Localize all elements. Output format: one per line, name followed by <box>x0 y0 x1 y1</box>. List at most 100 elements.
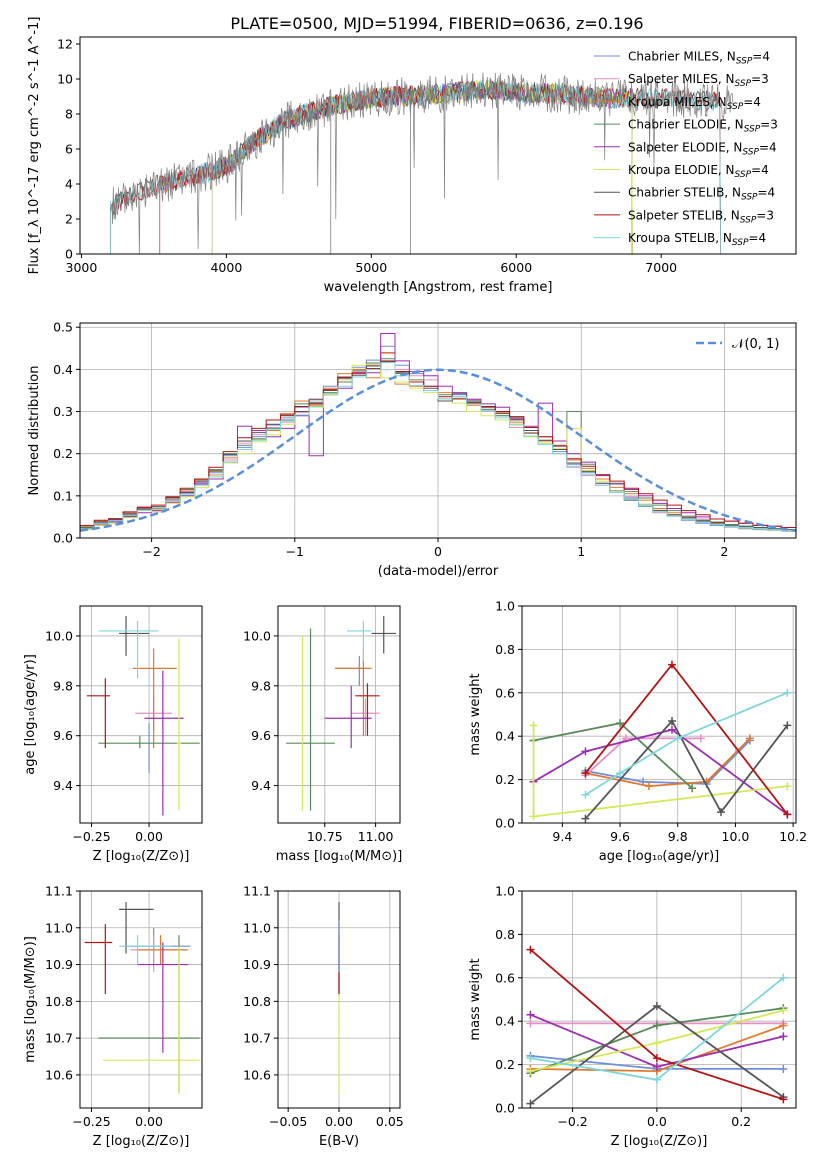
legend-label-n: =4 <box>751 163 769 177</box>
legend-label-n: =4 <box>743 95 761 109</box>
legend-label-n: =3 <box>751 72 769 86</box>
x-axis-label: Z [log₁₀(Z/Z⊙)] <box>93 1134 190 1149</box>
data-marker <box>783 782 792 791</box>
data-marker <box>526 1067 535 1076</box>
legend-label-sub: SSP <box>735 79 752 89</box>
x-tick-label: −0.25 <box>72 829 110 844</box>
data-marker <box>783 721 792 730</box>
y-tick-label: 0 <box>65 247 73 262</box>
legend-label: Chabrier MILES, NSSP=4 <box>628 50 770 67</box>
mass-weight-line-kroupa-stelib <box>585 691 788 796</box>
figure-title: PLATE=0500, MJD=51994, FIBERID=0636, z=0… <box>230 14 643 33</box>
x-tick-label: 9.8 <box>668 829 688 844</box>
data-marker <box>779 1021 788 1030</box>
mass-weight-line-chabrier-stelib <box>584 719 789 820</box>
data-marker <box>581 790 590 799</box>
data-marker <box>652 1075 661 1084</box>
mass-weight-line-kroupa-miles <box>585 737 751 788</box>
x-tick-label: 10.75 <box>307 829 343 844</box>
y-tick-label: 10.7 <box>45 1031 73 1046</box>
y-tick-label: 10.0 <box>45 628 73 643</box>
data-marker <box>581 769 590 778</box>
y-tick-label: 10.7 <box>243 1031 271 1046</box>
data-marker <box>526 1054 535 1063</box>
y-tick-label: 11.0 <box>243 920 271 935</box>
x-tick-label: 0.00 <box>135 1114 163 1129</box>
legend-label-n: =3 <box>760 118 778 132</box>
x-tick-label: 5000 <box>355 260 387 275</box>
y-axis-label: Normed distribution <box>27 366 42 496</box>
x-tick-label: 0.0 <box>647 1114 667 1129</box>
axes-frame <box>79 36 797 255</box>
legend-label: Chabrier ELODIE, NSSP=3 <box>628 118 778 135</box>
x-axis-label: (data-model)/error <box>378 564 499 579</box>
legend-label-text: Kroupa STELIB, N <box>628 231 732 245</box>
data-marker <box>652 1062 661 1071</box>
legend-label-sub: SSP <box>732 238 749 248</box>
y-tick-label: 0.8 <box>495 927 515 942</box>
data-marker <box>652 1054 661 1063</box>
legend-label: Kroupa MILES, NSSP=4 <box>628 95 761 112</box>
y-tick-label: 9.4 <box>53 778 73 793</box>
axes-frame <box>277 605 401 824</box>
mass-vs-metallicity-panel: −0.25 0.00 10.6 10.7 10.8 10.9 11.0 11.1 Z [log₁… <box>23 884 203 1149</box>
y-tick-label: 10.8 <box>45 994 73 1009</box>
legend-label: Kroupa STELIB, NSSP=4 <box>628 231 766 248</box>
data-marker <box>783 688 792 697</box>
y-axis-label: age [log₁₀(age/yr)] <box>23 654 38 775</box>
legend-label-text: Salpeter MILES, N <box>628 72 735 86</box>
legend-label: Salpeter ELODIE, NSSP=4 <box>628 140 777 157</box>
axes-frame <box>79 605 203 824</box>
data-marker <box>745 734 754 743</box>
y-tick-label: 0.8 <box>495 642 515 657</box>
y-axis-label: mass [log₁₀(M/M⊙)] <box>23 936 38 1063</box>
data-marker <box>526 945 535 954</box>
legend-label-sub: SSP <box>736 57 753 67</box>
y-tick-label: 11.0 <box>45 920 73 935</box>
legend-label-sub: SSP <box>742 147 759 157</box>
y-tick-label: 2 <box>65 212 73 227</box>
data-marker <box>526 1099 535 1108</box>
histogram-kroupa-stelib <box>80 362 796 531</box>
mass-weight-line-salpeter-elodie <box>533 728 788 816</box>
data-marker <box>779 1064 788 1073</box>
age-vs-metallicity-panel: −0.25 0.00 9.4 9.6 9.8 10.0 Z [log₁₀(Z/Z⊙)] age… <box>23 605 203 864</box>
data-marker <box>652 1021 661 1030</box>
y-tick-label: 10.6 <box>243 1067 271 1082</box>
y-tick-label: 10.9 <box>243 957 271 972</box>
legend-label-sub: SSP <box>740 215 757 225</box>
y-tick-label: 0.6 <box>495 685 515 700</box>
legend-label-text: Chabrier ELODIE, N <box>628 118 744 132</box>
x-tick-label: 10.2 <box>779 829 807 844</box>
data-marker <box>667 660 676 669</box>
y-tick-label: 0.0 <box>495 1101 515 1116</box>
data-marker <box>652 1002 661 1011</box>
legend-label: Chabrier STELIB, NSSP=4 <box>628 186 775 203</box>
x-axis-label: Z [log₁₀(Z/Z⊙)] <box>611 1134 708 1149</box>
x-axis-label: Z [log₁₀(Z/Z⊙)] <box>93 849 190 864</box>
gaussian-curve <box>80 368 796 532</box>
data-marker <box>667 717 676 726</box>
data-marker <box>529 721 538 730</box>
x-axis-label: age [log₁₀(age/yr)] <box>599 849 720 864</box>
y-tick-label: 11.1 <box>243 884 271 899</box>
x-tick-label: 9.4 <box>552 829 572 844</box>
x-tick-label: 7000 <box>645 260 677 275</box>
y-tick-label: 0.6 <box>495 970 515 985</box>
legend-label-sub: SSP <box>735 170 752 180</box>
data-marker <box>667 725 676 734</box>
legend-label-text: Chabrier MILES, N <box>628 50 736 64</box>
data-marker <box>616 769 625 778</box>
mass-weight-vs-age-panel: 9.4 9.6 9.8 10.0 10.2 0.0 0.2 0.4 0.6 0.8 1.0 age [… <box>468 599 807 865</box>
legend-label-n: =4 <box>748 231 766 245</box>
y-tick-label: 10.8 <box>243 994 271 1009</box>
legend-label-text: Chabrier STELIB, N <box>628 186 741 200</box>
legend-label-text: Kroupa ELODIE, N <box>628 163 735 177</box>
legend-label-n: =4 <box>759 140 777 154</box>
x-tick-label: 1 <box>577 544 585 559</box>
y-tick-label: 8 <box>65 107 73 122</box>
y-tick-label: 0.1 <box>53 488 73 503</box>
data-marker <box>673 734 682 743</box>
x-tick-label: −0.25 <box>72 1114 110 1129</box>
